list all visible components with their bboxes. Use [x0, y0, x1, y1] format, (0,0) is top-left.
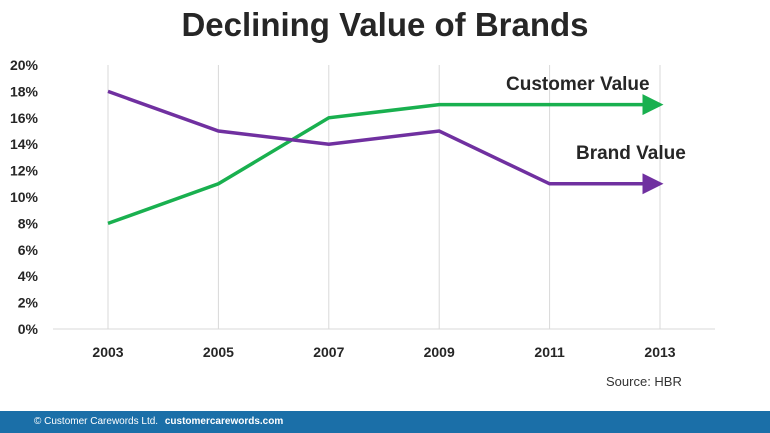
y-tick-label: 2% [18, 295, 39, 311]
x-axis-ticks: 2003 2005 2007 2009 2011 2013 [92, 344, 675, 360]
y-tick-label: 6% [18, 242, 39, 258]
y-tick-label: 20% [10, 57, 39, 73]
x-tick-label: 2003 [92, 344, 123, 360]
x-tick-label: 2009 [424, 344, 455, 360]
y-axis-ticks: 0% 2% 4% 6% 8% 10% 12% 14% 16% 18% 20% [10, 57, 39, 337]
line-chart: 0%2%4%6%8%10%12%14%16%18%20% 2003 2005 200… [10, 57, 715, 360]
series-line-customer-value [107, 94, 664, 226]
y-tick-label: 14% [10, 136, 39, 152]
x-tick-label: 2007 [313, 344, 344, 360]
y-tick-label: 10% [10, 189, 39, 205]
y-tick-label: 8% [18, 215, 39, 231]
footer-website: customercarewords.com [164, 416, 284, 427]
x-tick-label: 2011 [534, 344, 565, 360]
footer-bar: © Customer Carewords Ltd. customercarewo… [0, 411, 770, 433]
footer-copyright: © Customer Carewords Ltd. [34, 416, 159, 427]
y-tick-label: 18% [10, 83, 39, 99]
y-tick-label: 4% [18, 268, 39, 284]
chart-title: Declining Value of Brands [181, 6, 589, 43]
series-label-customer-value: Customer Value [506, 74, 650, 95]
series-label-brand-value: Brand Value [576, 143, 686, 164]
x-tick-label: 2005 [203, 344, 234, 360]
series-line-brand-value [107, 89, 664, 195]
y-tick-label: 0% [18, 321, 39, 337]
gridlines [107, 65, 661, 329]
source-note: Source: HBR [606, 374, 682, 389]
x-tick-label: 2013 [644, 344, 675, 360]
y-tick-label: 12% [10, 163, 39, 179]
series-lines [107, 89, 664, 226]
y-tick-label: 16% [10, 110, 39, 126]
